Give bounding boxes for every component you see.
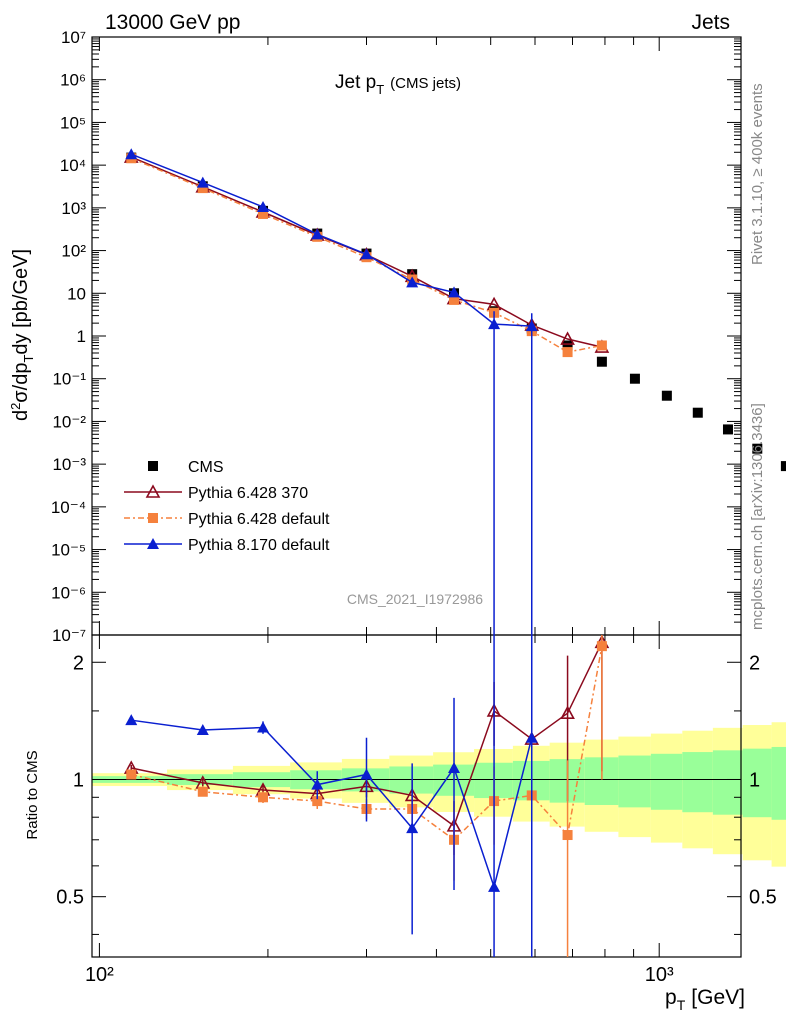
- ratio-point: [360, 768, 373, 780]
- x-tick-label: 10³: [645, 964, 674, 986]
- green-band-bin: [712, 750, 743, 815]
- plot-title: Jet pT (CMS jets): [335, 72, 461, 97]
- ratio-point: [257, 721, 270, 733]
- y-tick-label: 10⁻⁴: [51, 498, 86, 517]
- x-axis-title: pT [GeV]: [665, 986, 745, 1013]
- y-tick-label: 10⁻³: [52, 455, 86, 474]
- ratio-point: [448, 762, 461, 774]
- ratio-point: [125, 714, 138, 726]
- green-band-bin: [742, 748, 772, 818]
- data-point: [488, 318, 501, 330]
- ratio-tick-label-right: 0.5: [749, 887, 777, 909]
- ratio-point: [312, 796, 323, 807]
- green-band-bin: [682, 752, 713, 813]
- ratio-point: [197, 786, 208, 797]
- ratio-tick-label-left: 2: [73, 652, 84, 674]
- legend-marker: [148, 461, 158, 471]
- ratio-frame: [91, 634, 742, 958]
- data-point: [596, 356, 607, 367]
- data-point: [661, 390, 672, 401]
- ratio-point: [560, 705, 575, 719]
- y-tick-label: 10⁻²: [52, 412, 86, 431]
- ratio-tick-label-right: 2: [749, 652, 760, 674]
- green-band-bin: [771, 746, 786, 820]
- header-left: 13000 GeV pp: [105, 11, 240, 34]
- legend-label: Pythia 6.428 default: [188, 511, 330, 528]
- data-point: [197, 183, 208, 194]
- y-tick-label: 10⁻¹: [52, 370, 86, 389]
- legend: CMS Pythia 6.428 370 Pythia 6.428 default P…: [124, 459, 330, 554]
- legend-label: CMS: [188, 459, 224, 476]
- legend-marker: [148, 513, 158, 523]
- ratio-tick-label-right: 1: [749, 769, 760, 791]
- ratio-series: [123, 634, 610, 957]
- y-tick-label: 10⁻⁶: [51, 583, 86, 602]
- analysis-watermark: CMS_2021_I1972986: [347, 591, 483, 607]
- legend-marker: [147, 538, 159, 549]
- data-point: [596, 340, 607, 351]
- data-point: [311, 228, 324, 240]
- y-tick-label: 10⁵: [60, 113, 86, 132]
- data-point: [448, 286, 461, 298]
- series-line: [130, 157, 603, 353]
- data-point: [629, 373, 640, 384]
- data-point: [722, 424, 733, 435]
- ratio-y-axis-title: Ratio to CMS: [24, 750, 41, 839]
- data-point: [196, 176, 209, 188]
- rivet-label: Rivet 3.1.10, ≥ 400k events: [749, 83, 766, 265]
- data-point: [449, 294, 460, 305]
- y-tick-label: 10⁻⁵: [51, 541, 86, 560]
- y-tick-label: 10⁶: [60, 71, 86, 90]
- main-series: [123, 148, 786, 635]
- ratio-point: [406, 822, 419, 834]
- green-band-bin: [650, 753, 683, 810]
- y-tick-label: 10³: [61, 199, 86, 218]
- data-point: [406, 276, 419, 288]
- ratio-tick-label-left: 0.5: [56, 887, 84, 909]
- ratio-point: [596, 641, 607, 652]
- data-point: [257, 200, 270, 212]
- header-right: Jets: [691, 11, 730, 34]
- y-axis-title: d2σ/dpTdy [pb/GeV]: [8, 249, 36, 421]
- ratio-axis: 10² 10³ 0.5 0.5 1 1 2 2: [56, 634, 777, 986]
- data-point: [360, 248, 373, 260]
- data-point: [562, 347, 573, 358]
- x-tick-label: 10²: [85, 964, 114, 986]
- green-band-bin: [389, 766, 434, 794]
- y-tick-label: 1: [77, 327, 86, 346]
- main-axis: 10⁻⁷ 10⁻⁶ 10⁻⁵ 10⁻⁴ 10⁻³ 10⁻² 10⁻¹ 1 10 10² 10³ 10⁴…: [51, 28, 742, 957]
- ratio-point: [126, 769, 137, 780]
- data-point: [125, 148, 138, 160]
- y-tick-label: 10⁴: [60, 156, 86, 175]
- data-point: [258, 208, 269, 219]
- ratio-point: [562, 830, 573, 841]
- data-point: [407, 269, 418, 280]
- ratio-point: [258, 792, 269, 803]
- mcplots-label: mcplots.cern.ch [arXiv:1306.3436]: [749, 403, 766, 630]
- ratio-uncertainty-bands: [92, 722, 786, 867]
- series-line: [130, 153, 532, 327]
- data-point: [562, 340, 573, 351]
- ratio-point: [488, 880, 501, 892]
- data-point: [752, 443, 763, 454]
- data-point: [780, 461, 786, 472]
- y-tick-label: 10²: [61, 242, 86, 261]
- ratio-point: [196, 723, 209, 735]
- data-point: [525, 320, 538, 332]
- y-tick-label: 10⁻⁷: [52, 626, 86, 645]
- legend-label: Pythia 8.170 default: [188, 537, 330, 554]
- y-tick-label: 10: [67, 284, 86, 303]
- data-point: [692, 407, 703, 418]
- green-band-bin: [618, 755, 651, 808]
- legend-marker: [145, 484, 161, 498]
- y-tick-label: 10⁷: [61, 28, 86, 47]
- legend-label: Pythia 6.428 370: [188, 485, 308, 502]
- ratio-point: [525, 731, 538, 743]
- data-point: [560, 331, 575, 345]
- ratio-tick-label-left: 1: [73, 769, 84, 791]
- ratio-point: [311, 778, 324, 790]
